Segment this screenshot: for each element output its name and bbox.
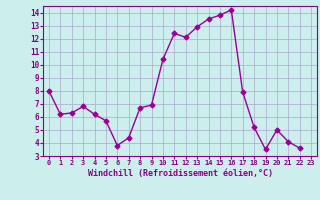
X-axis label: Windchill (Refroidissement éolien,°C): Windchill (Refroidissement éolien,°C) xyxy=(87,169,273,178)
